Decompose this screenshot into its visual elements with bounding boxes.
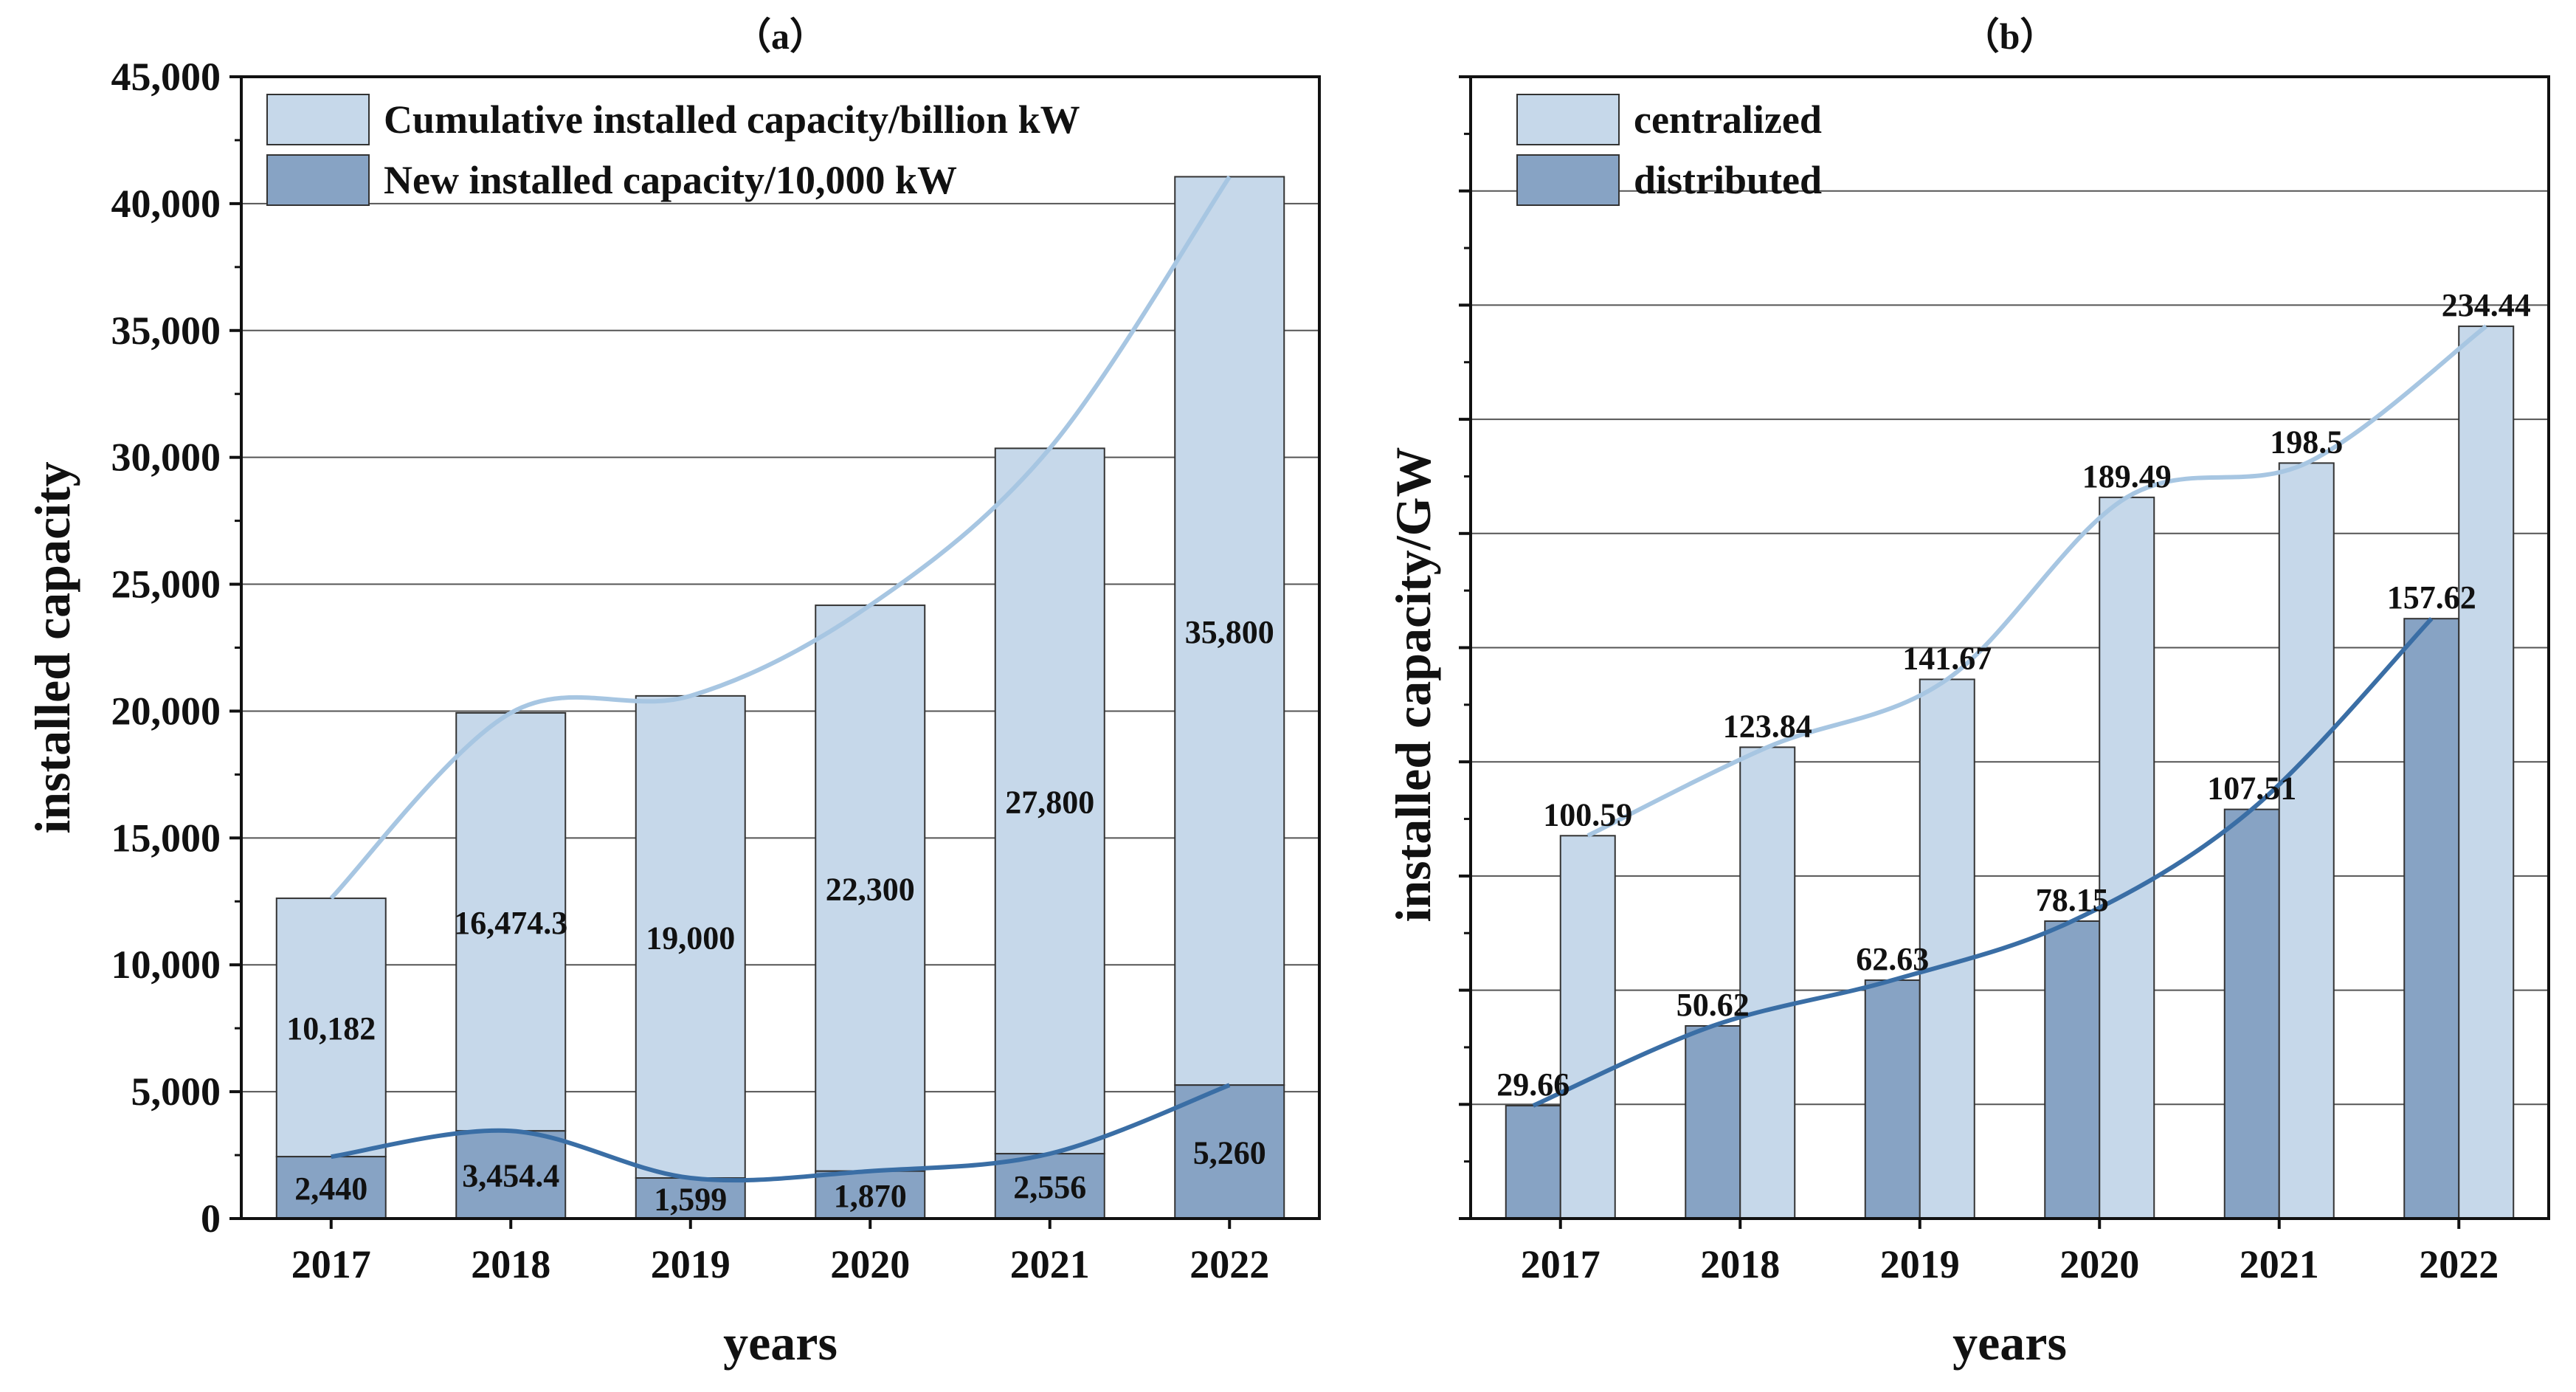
bar-centralized-2018	[1739, 746, 1796, 1219]
value-label-distributed-2018: 50.62	[1677, 987, 1750, 1023]
trend-line-distributed	[1532, 617, 2434, 1108]
x-tick-label-a-2019: 2019	[651, 1242, 731, 1286]
bar-centralized-2020	[2099, 496, 2155, 1219]
legend-swatch-a-1	[266, 154, 370, 206]
x-tick-label-b-2018: 2018	[1700, 1242, 1780, 1286]
value-label-cumulative-2018: 16,474.3	[454, 905, 567, 941]
y-tick-label-a: 0	[201, 1196, 221, 1241]
x-tick-label-b-2022: 2022	[2419, 1242, 2499, 1286]
y-tick-label-a: 5,000	[131, 1069, 221, 1114]
x-tick-label-b-2020: 2020	[2059, 1242, 2139, 1286]
value-label-cumulative-2020: 22,300	[826, 871, 915, 907]
value-label-distributed-2022: 157.62	[2387, 579, 2476, 616]
bar-new-2020	[815, 1170, 926, 1219]
value-label-distributed-2019: 62.63	[1856, 941, 1929, 977]
value-label-centralized-2021: 198.5	[2270, 424, 2343, 460]
bar-cumulative-2017	[275, 897, 387, 1158]
y-tick-label-a: 45,000	[111, 55, 221, 99]
bar-cumulative-2022	[1174, 176, 1285, 1086]
legend-swatch-a-0	[266, 94, 370, 145]
x-tick-label-a-2017: 2017	[291, 1242, 371, 1286]
bar-distributed-2022	[2403, 618, 2460, 1219]
x-tick-label-a-2021: 2021	[1010, 1242, 1090, 1286]
value-label-new-2017: 2,440	[294, 1171, 367, 1207]
x-axis-title-b: years	[1952, 1315, 2067, 1371]
bar-centralized-2017	[1559, 835, 1616, 1219]
value-label-distributed-2021: 107.51	[2207, 771, 2296, 807]
bar-distributed-2018	[1685, 1024, 1741, 1219]
legend-label-b-1: distributed	[1634, 158, 1822, 202]
value-label-cumulative-2019: 19,000	[646, 920, 735, 956]
y-tick-label-a: 20,000	[111, 689, 221, 733]
y-axis-title-a: installed capacity	[24, 461, 80, 833]
legend-label-a-0: Cumulative installed capacity/billion kW	[384, 97, 1080, 142]
trend-line-cumulative	[329, 175, 1232, 900]
panel-a-chart: 10,182 2,440 16,474.3 3,454.4 19,000 1,599 22,…	[24, 15, 1321, 1371]
x-axis-title-a: years	[723, 1315, 838, 1371]
value-label-new-2022: 5,260	[1193, 1135, 1266, 1171]
y-tick-label-a: 25,000	[111, 562, 221, 607]
trend-line-centralized	[1586, 324, 2488, 838]
legend-swatch-b-0	[1516, 94, 1620, 145]
bar-centralized-2022	[2458, 325, 2515, 1220]
value-label-distributed-2017: 29.66	[1496, 1067, 1570, 1103]
value-label-centralized-2022: 234.44	[2442, 287, 2531, 323]
plot-frame-a	[240, 75, 1321, 1220]
bar-distributed-2019	[1864, 979, 1921, 1219]
bar-new-2022	[1174, 1084, 1285, 1219]
value-label-centralized-2019: 141.67	[1902, 640, 1992, 676]
value-label-centralized-2017: 100.59	[1543, 796, 1632, 833]
trend-line-new	[331, 1083, 1231, 1183]
panel-b-chart: 100.59 29.66 123.84 50.62 141.67 62.63 189.49 7…	[1385, 15, 2550, 1371]
bar-cumulative-2018	[455, 711, 567, 1132]
value-label-cumulative-2017: 10,182	[286, 1010, 376, 1047]
bar-distributed-2017	[1505, 1105, 1561, 1219]
x-tick-label-a-2020: 2020	[830, 1242, 910, 1286]
value-label-new-2021: 2,556	[1013, 1169, 1086, 1205]
bar-centralized-2019	[1919, 678, 1975, 1219]
value-label-centralized-2020: 189.49	[2082, 458, 2172, 495]
value-label-new-2020: 1,870	[834, 1178, 907, 1214]
legend-label-a-1: New installed capacity/10,000 kW	[384, 158, 957, 202]
x-tick-label-a-2018: 2018	[471, 1242, 550, 1286]
value-label-distributed-2020: 78.15	[2036, 882, 2109, 918]
bar-distributed-2021	[2223, 808, 2280, 1220]
bar-cumulative-2019	[635, 695, 746, 1179]
bar-distributed-2020	[2044, 920, 2101, 1219]
value-label-cumulative-2021: 27,800	[1005, 784, 1094, 820]
y-axis-title-b: installed capacity/GW	[1385, 447, 1441, 922]
legend-swatch-b-1	[1516, 154, 1620, 206]
x-tick-label-a-2022: 2022	[1189, 1242, 1269, 1286]
bar-centralized-2021	[2278, 462, 2335, 1219]
x-tick-label-b-2021: 2021	[2240, 1242, 2319, 1286]
y-tick-label-a: 30,000	[111, 435, 221, 480]
bar-new-2021	[994, 1153, 1105, 1219]
value-label-new-2018: 3,454.4	[462, 1158, 559, 1194]
bar-new-2018	[455, 1130, 567, 1219]
value-label-cumulative-2022: 35,800	[1185, 614, 1274, 650]
x-tick-label-b-2017: 2017	[1521, 1242, 1600, 1286]
y-tick-label-a: 35,000	[111, 309, 221, 353]
y-tick-label-a: 40,000	[111, 182, 221, 226]
value-label-new-2019: 1,599	[654, 1182, 727, 1218]
x-tick-label-b-2019: 2019	[1880, 1242, 1960, 1286]
panel-title-a: （a）	[734, 15, 826, 57]
panel-title-b: （b）	[1963, 15, 2057, 57]
y-tick-label-a: 15,000	[111, 816, 221, 860]
y-tick-label-a: 10,000	[111, 943, 221, 987]
legend-label-b-0: centralized	[1634, 97, 1822, 142]
value-label-centralized-2018: 123.84	[1723, 708, 1812, 744]
